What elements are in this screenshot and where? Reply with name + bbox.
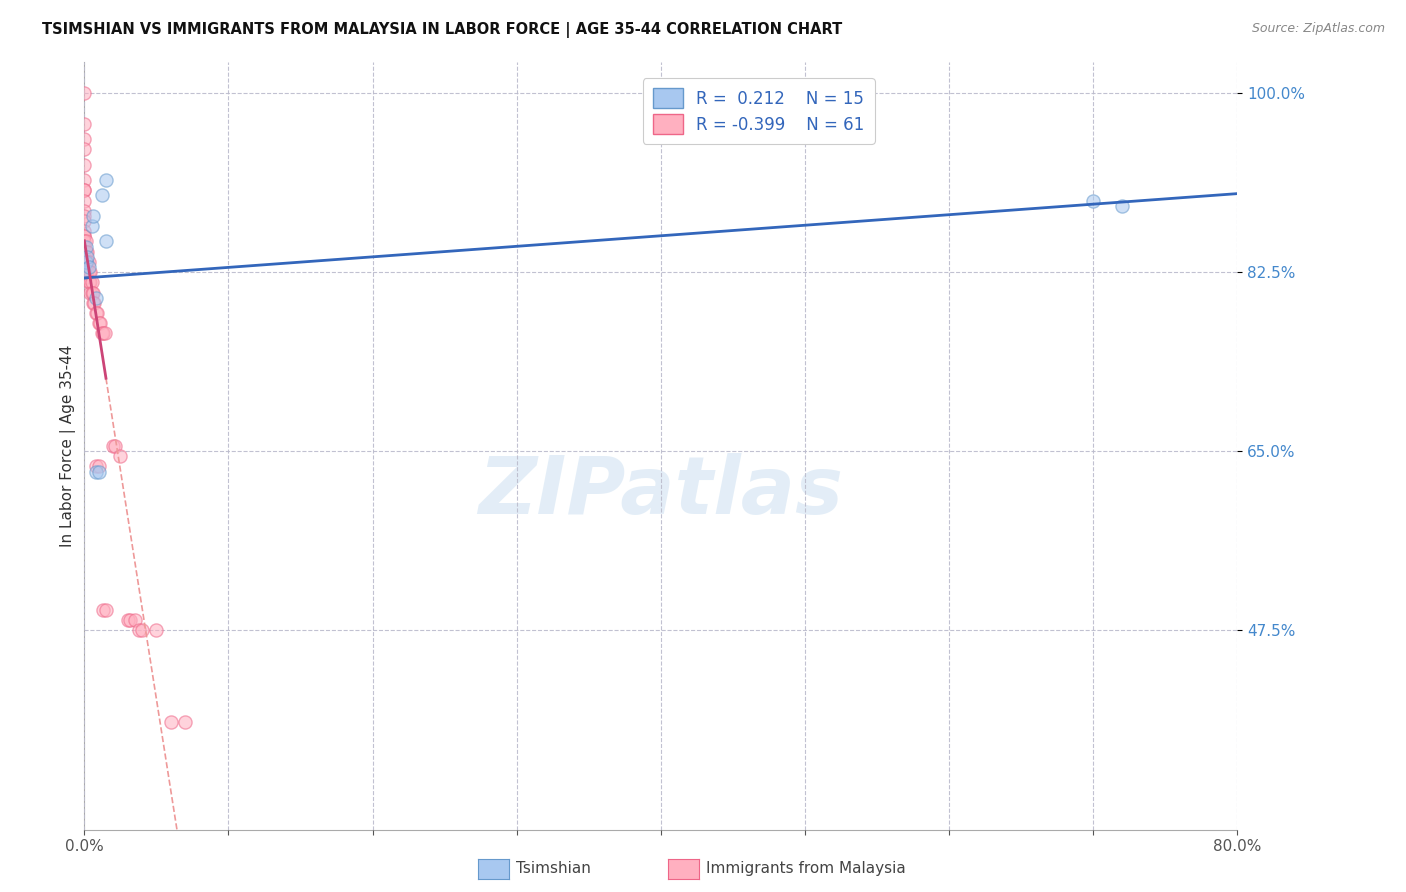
Point [77, 255, 100, 269]
Point [87, 459, 110, 474]
Point [86, 306, 108, 320]
Point [117, 613, 139, 627]
Point [110, 449, 132, 463]
Point [73, 265, 96, 279]
Point [103, 439, 124, 453]
Text: ZIPatlas: ZIPatlas [478, 453, 844, 531]
Point [73, 117, 96, 131]
Point [80, 285, 103, 300]
Point [90, 326, 112, 341]
Point [145, 623, 167, 637]
Point [73, 244, 96, 259]
Point [94, 602, 117, 616]
Y-axis label: In Labor Force | Age 35-44: In Labor Force | Age 35-44 [60, 345, 76, 547]
Point [75, 244, 97, 259]
Point [73, 250, 96, 264]
Point [75, 270, 97, 285]
Text: TSIMSHIAN VS IMMIGRANTS FROM MALAYSIA IN LABOR FORCE | AGE 35-44 CORRELATION CHA: TSIMSHIAN VS IMMIGRANTS FROM MALAYSIA IN… [42, 22, 842, 38]
Point [87, 465, 110, 479]
Legend: R =  0.212    N = 15, R = -0.399    N = 61: R = 0.212 N = 15, R = -0.399 N = 61 [643, 78, 875, 144]
Point [75, 239, 97, 253]
Point [75, 260, 97, 274]
Point [76, 265, 98, 279]
Point [73, 142, 96, 156]
Point [174, 715, 197, 730]
Point [77, 276, 100, 290]
Point [84, 291, 107, 305]
Point [73, 183, 96, 197]
Point [90, 188, 112, 202]
Point [160, 715, 183, 730]
Point [79, 285, 101, 300]
Point [73, 235, 96, 249]
Point [82, 285, 104, 300]
Point [76, 255, 98, 269]
Point [104, 439, 127, 453]
Point [87, 316, 110, 330]
Point [84, 465, 107, 479]
Point [73, 239, 96, 253]
Point [77, 260, 100, 274]
Point [80, 219, 103, 233]
Point [73, 173, 96, 187]
Point [83, 295, 105, 310]
Text: Immigrants from Malaysia: Immigrants from Malaysia [706, 862, 905, 876]
Point [76, 250, 98, 264]
Point [120, 613, 142, 627]
Point [73, 183, 96, 197]
Point [124, 613, 146, 627]
Point [73, 229, 96, 244]
Point [84, 459, 107, 474]
Point [73, 194, 96, 208]
Point [1083, 194, 1105, 208]
Point [76, 244, 98, 259]
Point [82, 209, 104, 223]
Point [79, 265, 101, 279]
Point [94, 173, 117, 187]
Point [73, 209, 96, 223]
Point [73, 132, 96, 146]
Point [73, 214, 96, 228]
Point [73, 158, 96, 172]
Point [80, 276, 103, 290]
Text: Source: ZipAtlas.com: Source: ZipAtlas.com [1251, 22, 1385, 36]
Point [89, 316, 111, 330]
Point [73, 229, 96, 244]
Point [77, 265, 100, 279]
Point [82, 295, 104, 310]
Point [84, 306, 107, 320]
Point [75, 235, 97, 249]
Point [1111, 199, 1133, 213]
Point [75, 255, 97, 269]
Point [93, 326, 115, 341]
Point [75, 265, 97, 279]
Text: Tsimshian: Tsimshian [516, 862, 591, 876]
Point [94, 235, 117, 249]
Point [73, 86, 96, 100]
Point [91, 602, 114, 616]
Point [91, 326, 114, 341]
Point [131, 623, 153, 637]
Point [73, 203, 96, 218]
Point [73, 224, 96, 238]
Point [79, 276, 101, 290]
Point [128, 623, 150, 637]
Point [75, 255, 97, 269]
